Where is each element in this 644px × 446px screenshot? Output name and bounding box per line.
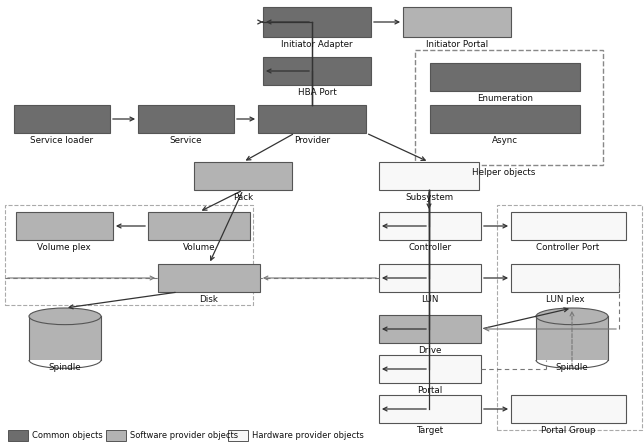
Bar: [138, 105, 234, 133]
Text: Enumeration: Enumeration: [477, 94, 533, 103]
Text: Provider: Provider: [294, 136, 330, 145]
Text: Portal: Portal: [417, 386, 442, 395]
Bar: [8, 430, 28, 441]
Bar: [379, 395, 481, 423]
Bar: [228, 430, 248, 441]
Bar: [536, 316, 608, 360]
Bar: [379, 264, 481, 292]
Bar: [430, 105, 580, 133]
Text: Spindle: Spindle: [556, 363, 589, 372]
Text: Volume: Volume: [183, 243, 215, 252]
Text: Volume plex: Volume plex: [37, 243, 91, 252]
Text: LUN: LUN: [421, 295, 439, 304]
Text: Async: Async: [492, 136, 518, 145]
Text: Target: Target: [417, 426, 444, 435]
Ellipse shape: [29, 308, 101, 325]
Bar: [511, 395, 626, 423]
Bar: [158, 264, 260, 292]
Bar: [16, 212, 113, 240]
Text: Service loader: Service loader: [30, 136, 93, 145]
Text: Common objects: Common objects: [32, 431, 103, 440]
Text: Hardware provider objects: Hardware provider objects: [252, 431, 364, 440]
Ellipse shape: [536, 308, 608, 325]
Bar: [403, 7, 511, 37]
Text: Drive: Drive: [419, 346, 442, 355]
Text: Spindle: Spindle: [49, 363, 81, 372]
Text: Service: Service: [170, 136, 202, 145]
Text: Initiator Portal: Initiator Portal: [426, 40, 488, 49]
Text: Initiator Adapter: Initiator Adapter: [281, 40, 353, 49]
Text: Disk: Disk: [200, 295, 218, 304]
Bar: [415, 50, 603, 165]
Bar: [379, 315, 481, 343]
Bar: [148, 212, 250, 240]
Bar: [379, 162, 479, 190]
Text: Pack: Pack: [233, 193, 253, 202]
Bar: [14, 105, 110, 133]
Text: LUN plex: LUN plex: [545, 295, 584, 304]
Text: Controller Port: Controller Port: [536, 243, 600, 252]
Text: Subsystem: Subsystem: [405, 193, 453, 202]
Bar: [379, 355, 481, 383]
Text: HBA Port: HBA Port: [298, 88, 336, 97]
Bar: [263, 7, 371, 37]
Bar: [379, 212, 481, 240]
Bar: [29, 316, 101, 360]
Bar: [5, 205, 253, 305]
Bar: [511, 212, 626, 240]
Bar: [258, 105, 366, 133]
Bar: [430, 63, 580, 91]
Text: Software provider objects: Software provider objects: [130, 431, 238, 440]
Text: Helper objects: Helper objects: [472, 168, 536, 177]
Bar: [511, 264, 619, 292]
Text: Controller: Controller: [408, 243, 451, 252]
Bar: [497, 205, 642, 430]
Bar: [106, 430, 126, 441]
Bar: [263, 57, 371, 85]
Text: Portal Group: Portal Group: [541, 426, 595, 435]
Bar: [194, 162, 292, 190]
